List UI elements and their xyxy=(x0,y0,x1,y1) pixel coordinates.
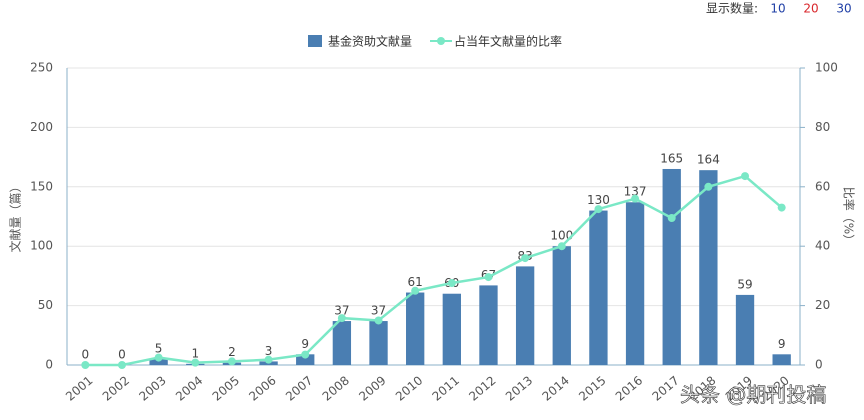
bar xyxy=(442,293,461,365)
x-tick-label: 2010 xyxy=(393,373,425,403)
line-point xyxy=(447,279,456,288)
line-point xyxy=(337,314,346,323)
line-point xyxy=(557,242,566,251)
control-option[interactable]: 20 xyxy=(803,2,818,16)
watermark: 头条 @期刊投稿 xyxy=(680,383,826,407)
control-option[interactable]: 30 xyxy=(836,2,851,16)
bar xyxy=(772,354,791,365)
line-point xyxy=(301,350,310,359)
bar xyxy=(332,321,352,365)
x-tick-label: 2016 xyxy=(613,373,645,403)
bar xyxy=(296,354,315,365)
bar xyxy=(662,168,681,365)
data-label: 3 xyxy=(265,344,273,358)
line-point xyxy=(81,361,90,369)
line-point xyxy=(411,286,420,295)
x-tick-label: 2004 xyxy=(173,373,205,403)
x-tick-label: 2014 xyxy=(540,373,572,403)
bar xyxy=(699,170,718,365)
data-label: 100 xyxy=(550,229,573,243)
bar xyxy=(589,210,608,365)
line xyxy=(85,174,783,367)
data-label: 37 xyxy=(371,304,386,318)
y2-tick-label: 80 xyxy=(815,120,830,134)
data-label: 2 xyxy=(228,345,236,359)
y2-axis-label: 比率（%） xyxy=(842,187,857,246)
y-axis-label: 文献量（篇） xyxy=(8,180,23,252)
line-point xyxy=(521,254,530,263)
x-tick-label: 2015 xyxy=(576,373,608,403)
line-point xyxy=(374,316,383,325)
x-tick-label: 2012 xyxy=(466,373,498,403)
legend-swatch xyxy=(437,37,445,45)
y-tick-label: 150 xyxy=(30,179,53,193)
bar xyxy=(552,246,571,365)
x-tick-label: 2009 xyxy=(356,373,388,403)
y-tick-label: 250 xyxy=(30,61,53,75)
x-tick-label: 2005 xyxy=(210,373,242,403)
y-tick-label: 200 xyxy=(30,120,53,134)
y-tick-label: 50 xyxy=(38,298,53,312)
legend-label: 占当年文献量的比率 xyxy=(454,34,562,49)
legend-label: 基金资助文献量 xyxy=(328,34,412,49)
y-tick-label: 0 xyxy=(45,358,53,372)
x-tick-label: 2013 xyxy=(503,373,535,403)
line-point xyxy=(227,357,236,366)
data-label: 37 xyxy=(334,304,349,318)
data-label: 5 xyxy=(155,342,163,356)
line-point xyxy=(667,213,676,222)
line-point xyxy=(704,182,713,191)
line-point xyxy=(191,358,200,367)
control-label: 显示数量: xyxy=(706,1,758,16)
x-tick-label: 2003 xyxy=(136,373,168,403)
line-point xyxy=(741,172,750,181)
data-label: 61 xyxy=(408,275,423,289)
data-label: 9 xyxy=(301,337,309,351)
line-point xyxy=(484,273,493,282)
data-label: 165 xyxy=(660,151,683,165)
x-tick-label: 2006 xyxy=(246,373,278,403)
bar xyxy=(479,285,498,365)
data-label: 164 xyxy=(697,153,720,167)
data-label: 1 xyxy=(191,346,199,360)
line-point xyxy=(117,361,126,369)
line-point xyxy=(154,353,163,362)
x-tick-label: 2017 xyxy=(650,373,682,403)
data-label: 59 xyxy=(737,277,752,291)
bar xyxy=(735,294,755,365)
y2-tick-label: 40 xyxy=(815,239,830,253)
x-tick-label: 2011 xyxy=(430,373,462,403)
bar xyxy=(625,202,645,365)
bar xyxy=(515,266,535,365)
x-tick-label: 2008 xyxy=(320,373,352,403)
y-tick-label: 100 xyxy=(30,239,53,253)
y2-tick-label: 100 xyxy=(815,61,838,75)
data-label: 0 xyxy=(118,348,126,362)
y2-tick-label: 20 xyxy=(815,298,830,312)
y2-tick-label: 0 xyxy=(815,358,823,372)
bar xyxy=(369,321,388,365)
data-label: 137 xyxy=(624,185,647,199)
control-option[interactable]: 10 xyxy=(770,2,785,16)
x-tick-label: 2007 xyxy=(283,373,315,403)
data-label: 9 xyxy=(778,337,786,351)
bar xyxy=(149,359,168,365)
line-point xyxy=(594,205,603,214)
data-label: 130 xyxy=(587,193,610,207)
bar xyxy=(406,292,425,365)
data-label: 0 xyxy=(82,348,90,362)
line-point xyxy=(631,194,640,203)
y2-tick-label: 60 xyxy=(815,179,830,193)
x-tick-label: 2001 xyxy=(63,373,95,403)
legend-swatch xyxy=(308,35,322,47)
line-point xyxy=(264,355,273,364)
line-point xyxy=(777,203,786,212)
x-tick-label: 2002 xyxy=(100,373,132,403)
